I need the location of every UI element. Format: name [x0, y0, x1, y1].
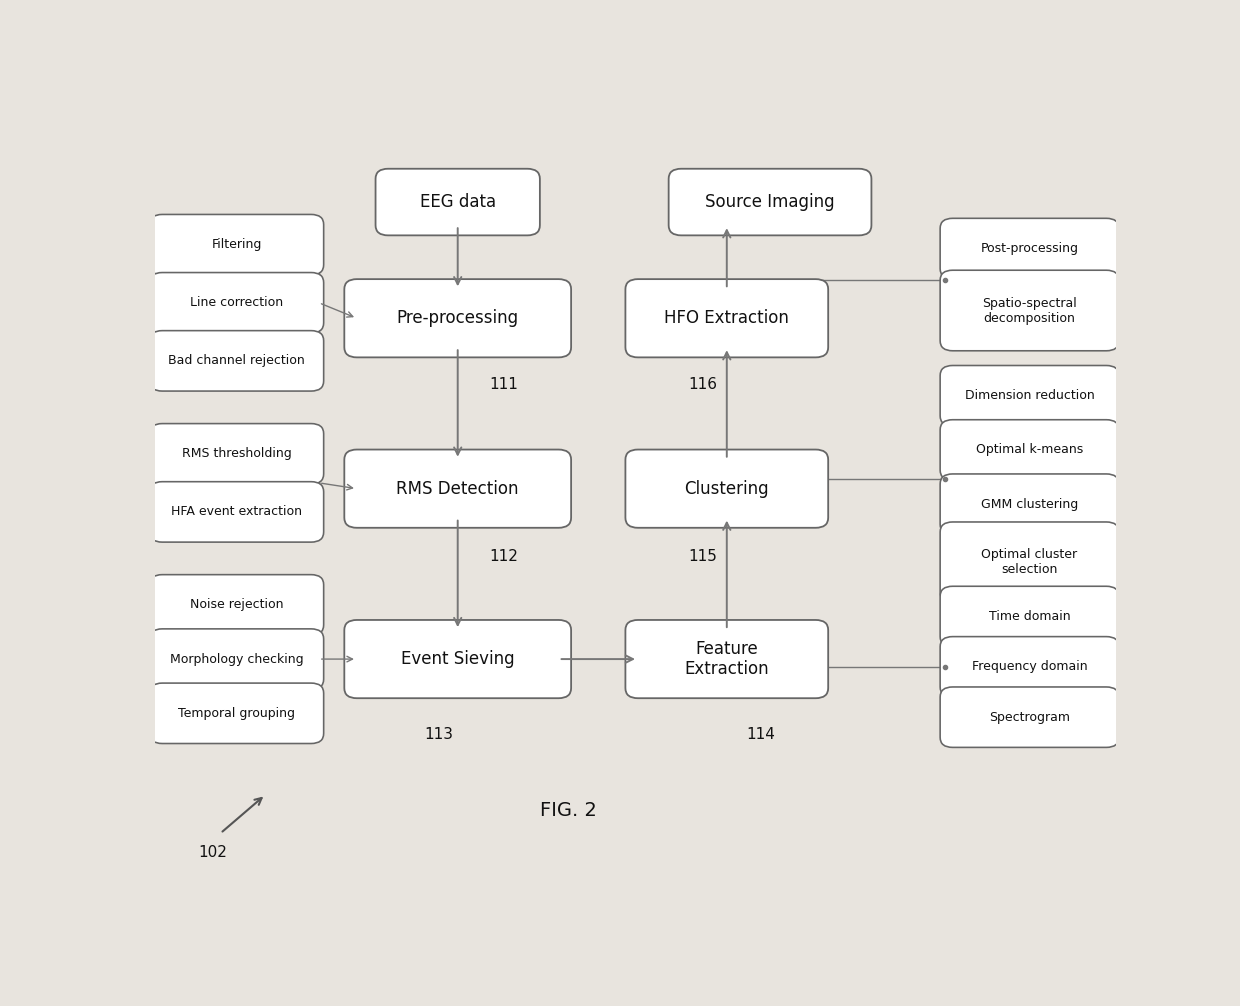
FancyBboxPatch shape: [150, 629, 324, 689]
FancyBboxPatch shape: [150, 574, 324, 635]
Text: Optimal cluster
selection: Optimal cluster selection: [981, 548, 1078, 576]
FancyBboxPatch shape: [150, 214, 324, 275]
Text: Spatio-spectral
decomposition: Spatio-spectral decomposition: [982, 297, 1076, 325]
FancyBboxPatch shape: [345, 279, 572, 357]
FancyBboxPatch shape: [150, 482, 324, 542]
Text: FIG. 2: FIG. 2: [539, 801, 596, 820]
Text: Optimal k-means: Optimal k-means: [976, 444, 1083, 457]
FancyBboxPatch shape: [625, 620, 828, 698]
Text: Dimension reduction: Dimension reduction: [965, 389, 1095, 402]
Text: Line correction: Line correction: [190, 296, 283, 309]
Text: 116: 116: [688, 376, 717, 391]
Text: 113: 113: [424, 726, 453, 741]
FancyBboxPatch shape: [625, 279, 828, 357]
FancyBboxPatch shape: [940, 365, 1118, 426]
Text: RMS Detection: RMS Detection: [397, 480, 520, 498]
FancyBboxPatch shape: [345, 450, 572, 528]
Text: Bad channel rejection: Bad channel rejection: [169, 354, 305, 367]
FancyBboxPatch shape: [940, 522, 1118, 603]
FancyBboxPatch shape: [376, 169, 539, 235]
FancyBboxPatch shape: [150, 331, 324, 391]
Text: Noise rejection: Noise rejection: [190, 599, 284, 612]
Text: Source Imaging: Source Imaging: [706, 193, 835, 211]
FancyBboxPatch shape: [940, 218, 1118, 279]
Text: 115: 115: [688, 548, 717, 563]
Text: Filtering: Filtering: [212, 238, 262, 252]
FancyBboxPatch shape: [345, 620, 572, 698]
FancyBboxPatch shape: [150, 273, 324, 333]
Text: Spectrogram: Spectrogram: [990, 710, 1070, 723]
Text: RMS thresholding: RMS thresholding: [182, 448, 291, 461]
Text: Time domain: Time domain: [988, 610, 1070, 623]
Text: 112: 112: [490, 548, 518, 563]
FancyBboxPatch shape: [940, 586, 1118, 647]
Text: 102: 102: [198, 845, 227, 860]
FancyBboxPatch shape: [668, 169, 872, 235]
FancyBboxPatch shape: [940, 637, 1118, 697]
FancyBboxPatch shape: [625, 450, 828, 528]
FancyBboxPatch shape: [150, 424, 324, 484]
Text: Event Sieving: Event Sieving: [401, 650, 515, 668]
Text: GMM clustering: GMM clustering: [981, 498, 1078, 511]
Text: HFA event extraction: HFA event extraction: [171, 505, 303, 518]
Text: EEG data: EEG data: [419, 193, 496, 211]
Text: Morphology checking: Morphology checking: [170, 653, 304, 666]
Text: Pre-processing: Pre-processing: [397, 309, 518, 327]
Text: Feature
Extraction: Feature Extraction: [684, 640, 769, 678]
FancyBboxPatch shape: [940, 474, 1118, 534]
Text: Post-processing: Post-processing: [981, 242, 1079, 256]
FancyBboxPatch shape: [940, 271, 1118, 351]
Text: HFO Extraction: HFO Extraction: [665, 309, 789, 327]
FancyBboxPatch shape: [940, 687, 1118, 747]
FancyBboxPatch shape: [940, 420, 1118, 480]
FancyBboxPatch shape: [150, 683, 324, 743]
Text: 114: 114: [746, 726, 775, 741]
Text: Clustering: Clustering: [684, 480, 769, 498]
Text: Temporal grouping: Temporal grouping: [179, 707, 295, 720]
Text: Frequency domain: Frequency domain: [972, 660, 1087, 673]
Text: 111: 111: [490, 376, 518, 391]
